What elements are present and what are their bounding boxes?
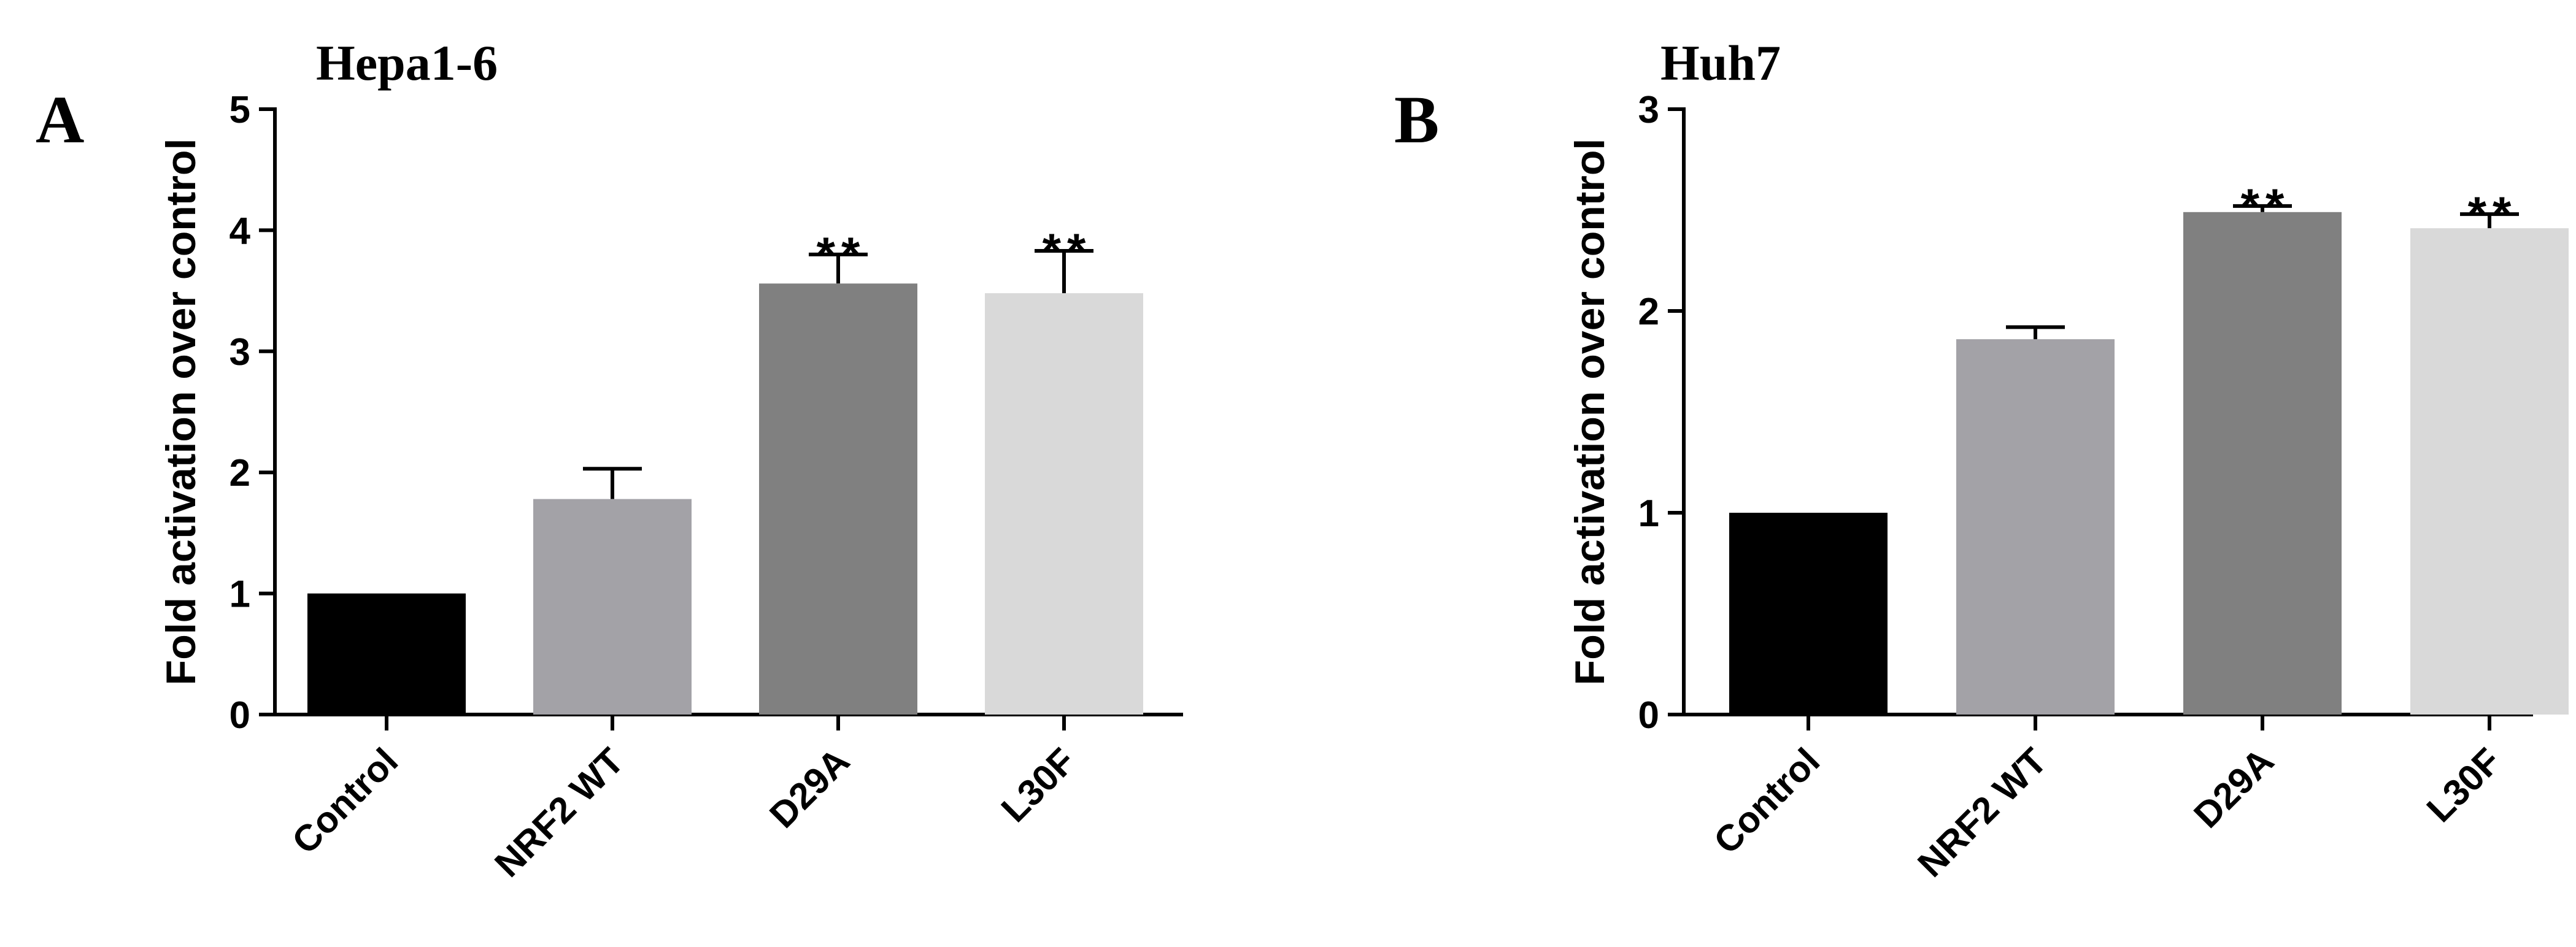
panel-a-bar-nrf2-wt xyxy=(533,499,692,715)
panel-a-category-label: L30F xyxy=(993,740,1083,830)
panel-b-letter: B xyxy=(1394,82,1439,157)
panel-b-y-axis-label: Fold activation over control xyxy=(1567,139,1613,686)
panel-b-significance-label: ** xyxy=(2468,186,2518,240)
panel-a-y-tick-label: 2 xyxy=(229,452,250,494)
panel-a-bar-d29a xyxy=(759,283,917,715)
panel-b-y-tick-label: 1 xyxy=(1638,493,1659,535)
panel-a-significance-label: ** xyxy=(817,227,866,281)
panel-b-y-tick-label: 2 xyxy=(1638,291,1659,333)
panel-a-y-tick-label: 4 xyxy=(229,210,251,252)
panel-b-bar-d29a xyxy=(2183,212,2342,715)
panel-b-y-tick-label: 3 xyxy=(1638,89,1659,131)
panel-b-bar-control xyxy=(1729,513,1888,715)
panel-a-y-tick-label: 5 xyxy=(229,89,250,131)
panel-b-bar-l30f xyxy=(2410,228,2569,715)
panel-a-y-tick-label: 1 xyxy=(229,573,250,616)
panel-b-category-label: L30F xyxy=(2419,740,2509,830)
panel-b-title: Huh7 xyxy=(1660,35,1781,91)
panel-a-significance-label: ** xyxy=(1043,223,1092,277)
panel-a-category-label: NRF2 WT xyxy=(487,740,631,885)
panel-b-bar-nrf2-wt xyxy=(1956,339,2115,715)
panel-a-title: Hepa1-6 xyxy=(316,35,498,91)
panel-a-bar-control xyxy=(307,593,466,715)
panel-b-y-tick-label: 0 xyxy=(1638,694,1659,737)
panel-b-category-label: D29A xyxy=(2186,740,2281,836)
panel-a-bar-l30f xyxy=(985,293,1143,715)
panel-a-category-label: D29A xyxy=(762,740,857,836)
panel-a-letter: A xyxy=(36,82,84,157)
panel-a-y-tick-label: 3 xyxy=(229,331,250,374)
panel-a-y-tick-label: 0 xyxy=(229,694,250,737)
panel-b-category-label: Control xyxy=(1706,740,1827,862)
panel-a-y-axis-label: Fold activation over control xyxy=(158,139,204,686)
panel-b-significance-label: ** xyxy=(2241,178,2291,232)
panel-a-category-label: Control xyxy=(284,740,406,862)
panel-b-category-label: NRF2 WT xyxy=(1910,740,2054,885)
